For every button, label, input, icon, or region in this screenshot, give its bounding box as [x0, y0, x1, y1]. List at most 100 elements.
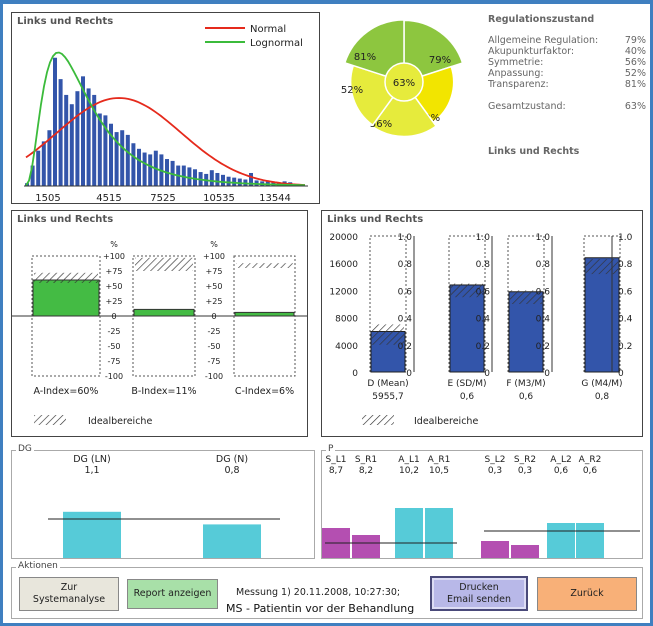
stats-left-tick: 4000	[335, 342, 358, 352]
histogram-bar	[109, 123, 113, 186]
histogram-legend-label: Lognormal	[250, 38, 303, 49]
histogram-bar	[193, 169, 197, 186]
regulation-row-label: Anpassung:	[488, 68, 544, 79]
dg-bar-value: 1,1	[84, 465, 99, 476]
index-ideal-legend-swatch	[34, 415, 66, 425]
index-range-box	[132, 255, 196, 377]
histogram-bar	[249, 172, 253, 186]
actions-panel: Aktionen	[11, 561, 643, 619]
stats-bar-value: 5955,7	[372, 392, 404, 402]
histogram-title: Links und Rechts	[17, 16, 114, 27]
histogram-bar	[215, 172, 220, 186]
dg-bar	[203, 524, 261, 558]
histogram-bar	[137, 148, 141, 186]
index-bar-label: A-Index=60%	[34, 386, 99, 397]
p-bar-value: 0,6	[583, 466, 598, 476]
dg-bar-value: 0,8	[224, 465, 239, 476]
stats-ideal-legend-swatch	[362, 415, 394, 425]
histogram-x-tick: 13544	[259, 193, 291, 203]
stats-right-tick: 0	[406, 369, 412, 379]
histogram-bar	[41, 141, 46, 186]
stats-right-tick: 0.8	[618, 260, 633, 270]
p-panel: P S_L1 8,7 S_R1 8,2 A_L1 10,2 A_R1 10,5 S_L2 0,3 S…	[321, 444, 643, 559]
regulation-row-value: 52%	[624, 68, 646, 79]
stats-right-tick: 1.0	[536, 233, 551, 243]
histogram-bar	[64, 94, 69, 186]
stats-bar-label: G (M4/M)	[581, 379, 622, 389]
pie-segment-label: 81%	[354, 52, 376, 63]
index-scale-label: 0	[211, 312, 216, 321]
p-bar-label: A_L2	[550, 455, 571, 465]
p-bar-label: A_L1	[398, 455, 419, 465]
p-legend: P	[326, 444, 336, 454]
histogram-bar	[86, 88, 91, 186]
index-range-box	[233, 255, 296, 377]
regulation-row-label: Symmetrie:	[488, 57, 544, 68]
regulation-row: Symmetrie: 56%	[488, 57, 646, 68]
histogram-bar	[226, 176, 231, 186]
index-scale-label: +100	[203, 252, 225, 261]
p-bar-label: S_L1	[326, 455, 347, 465]
actions-legend: Aktionen	[16, 561, 60, 571]
index-scale-label: +50	[206, 282, 223, 291]
p-bar-value: 0,3	[518, 466, 532, 476]
histogram-bar	[142, 152, 147, 186]
pie-center	[384, 62, 424, 102]
index-chart: A-Index=60%% +100 +75 +50 +25 0 -25 -50 -75 -100 B…	[12, 240, 307, 427]
index-scale-label: +25	[206, 297, 223, 306]
index-bar	[32, 279, 100, 317]
report-button[interactable]: Report anzeigen	[127, 579, 218, 609]
stats-left-tick: 20000	[329, 233, 358, 243]
index-bar-label: B-Index=11%	[131, 386, 196, 397]
p-bar	[395, 508, 423, 558]
stats-right-tick: 0.8	[536, 260, 551, 270]
p-bar-label: S_R2	[514, 455, 536, 465]
pie-segment	[370, 80, 438, 138]
stats-right-tick: 0.8	[398, 260, 413, 270]
back-button[interactable]: Zurück	[537, 577, 637, 611]
print-email-button[interactable]: Drucken Email senden	[430, 576, 528, 611]
regulation-row: Anpassung: 52%	[488, 68, 646, 79]
stats-ideal-hatch	[510, 290, 542, 304]
stats-right-tick: 0.4	[476, 315, 491, 325]
regulation-row-label: Transparenz:	[488, 79, 549, 90]
regulation-total-value: 63%	[624, 101, 646, 112]
p-bar-label: A_R1	[428, 455, 451, 465]
index-scale-label: 0	[111, 312, 116, 321]
measurement-text: Messung 1) 20.11.2008, 10:27:30;	[236, 587, 401, 598]
stats-right-tick: 0.4	[536, 315, 551, 325]
pie-segment-label: 79%	[429, 55, 451, 66]
stats-right-tick: 0	[618, 369, 624, 379]
histogram-bar	[36, 150, 41, 186]
system-analysis-button[interactable]: Zur Systemanalyse	[19, 577, 119, 611]
histogram-bar	[120, 130, 125, 186]
regulation-footer: Links und Rechts	[488, 146, 580, 157]
index-scale-label: -75	[107, 357, 120, 366]
histogram-bar	[265, 180, 270, 186]
index-scale-label: -75	[207, 357, 220, 366]
pie-segment-label: 52%	[341, 85, 363, 96]
histogram-bar	[148, 154, 153, 186]
regulation-row-label: Allgemeine Regulation:	[488, 35, 599, 46]
histogram-x-tick: 4515	[96, 193, 121, 203]
index-unit-label: %	[110, 240, 118, 249]
regulation-pie-chart: 79%40%56%52%81%63%	[341, 19, 464, 138]
regulation-row: Akupunkturfaktor: 40%	[488, 46, 646, 57]
p-bar-label: A_R2	[579, 455, 602, 465]
histogram-bar	[81, 76, 85, 186]
histogram-bar	[114, 132, 119, 186]
stats-bar-label: D (Mean)	[367, 379, 408, 389]
histogram-chart: 1505 4515 7525 10535 13544 Normal Lognormal	[24, 24, 308, 203]
index-scale-label: -25	[107, 327, 120, 336]
histogram-bar	[181, 165, 186, 186]
p-bar-value: 8,7	[329, 466, 343, 476]
stats-right-tick: 0.2	[618, 342, 632, 352]
stats-bar-value: 0,8	[595, 392, 610, 402]
stats-bar-label: E (SD/M)	[447, 379, 486, 389]
stats-right-tick: 0.6	[476, 287, 491, 297]
stats-left-tick: 0	[352, 369, 358, 379]
regulation-row-value: 81%	[624, 79, 646, 90]
stats-ideal-legend-label: Idealbereiche	[414, 416, 478, 427]
index-scale-label: -50	[107, 342, 120, 351]
stats-panel: Links und Rechts 20000 16000 12000 8000 4000…	[321, 210, 643, 437]
